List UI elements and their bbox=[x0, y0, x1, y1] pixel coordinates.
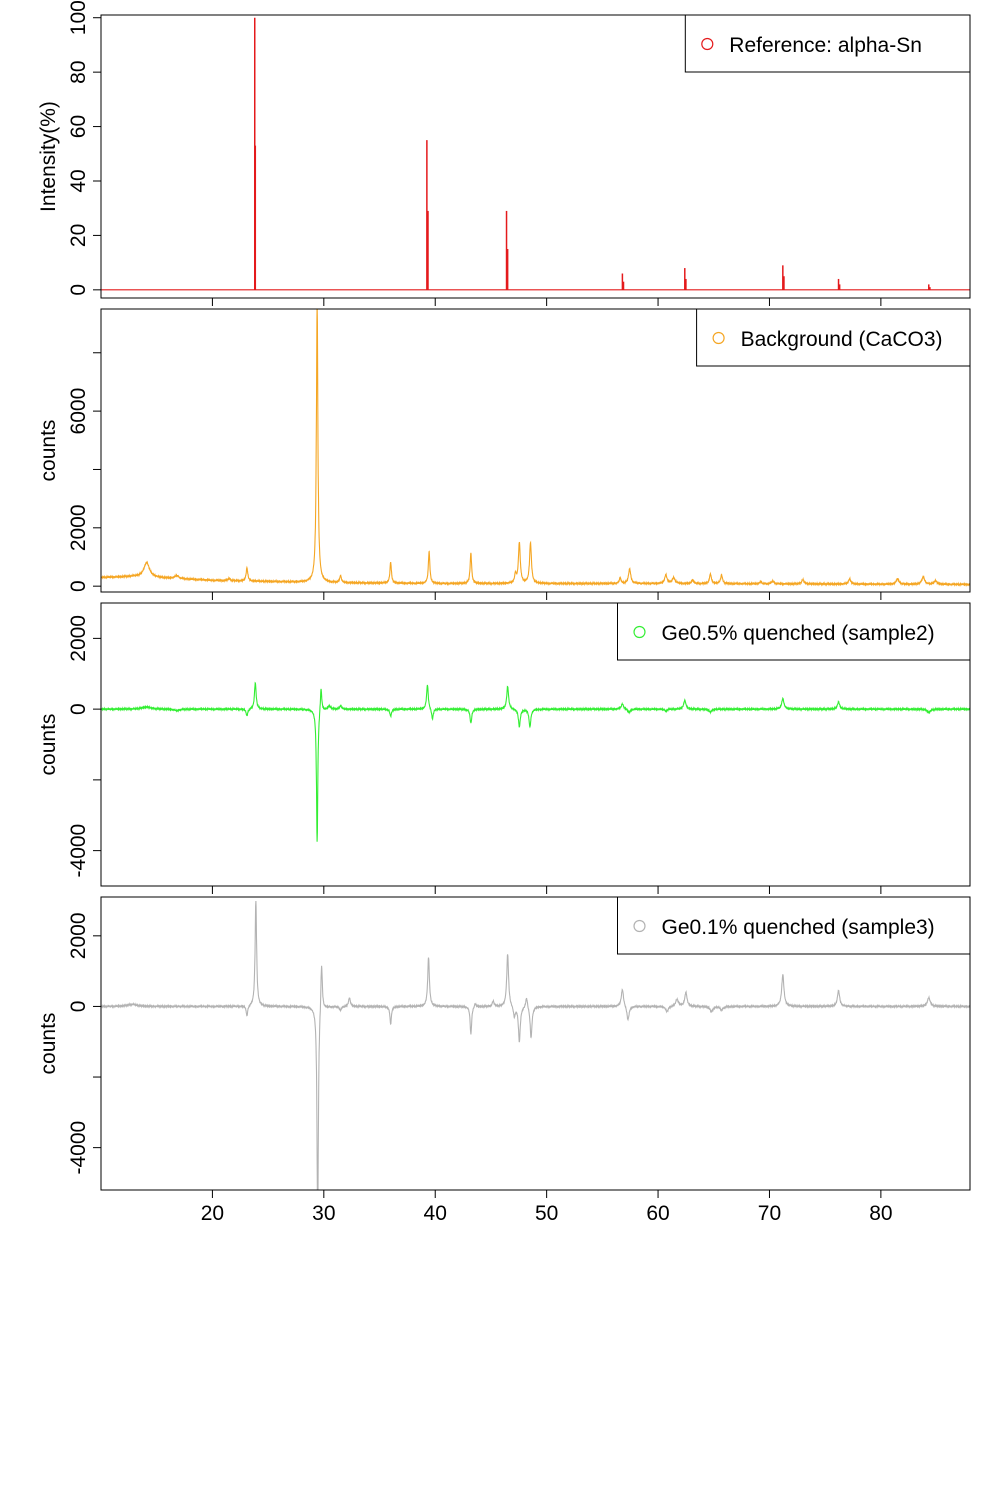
y-tick-label: 6000 bbox=[67, 388, 90, 435]
y-tick-label: 20 bbox=[67, 224, 90, 247]
legend-box bbox=[617, 602, 971, 661]
legend-box bbox=[696, 308, 971, 367]
panel-1: 0 20 40 60 80 100 Intensity(%) Reference: alpha… bbox=[37, 0, 971, 306]
panel-3: -4000 0 2000 counts Ge0.5% quenched (sample2… bbox=[37, 602, 971, 894]
plot-area bbox=[101, 900, 970, 1190]
x-tick-label: 30 bbox=[312, 1202, 335, 1225]
legend-marker bbox=[633, 625, 646, 639]
legend-marker bbox=[701, 37, 714, 51]
series-line bbox=[101, 309, 970, 587]
panel-2: 0 2000 6000 counts Background (CaCO3) bbox=[37, 308, 971, 600]
y-tick-label: 60 bbox=[67, 115, 90, 138]
x-tick-label: 20 bbox=[201, 1202, 224, 1225]
y-tick-label: 0 bbox=[67, 284, 90, 296]
panel-4: -4000 0 2000 20 30 40 50 60 70 80 counts Ge0.1% que… bbox=[37, 896, 971, 1225]
y-tick-label: 80 bbox=[67, 60, 90, 83]
plot-area bbox=[101, 309, 970, 587]
legend-label: Ge0.1% quenched (sample3) bbox=[662, 916, 935, 939]
y-tick-label: 2000 bbox=[67, 615, 90, 662]
x-tick-label: 40 bbox=[424, 1202, 447, 1225]
x-tick-label: 50 bbox=[535, 1202, 558, 1225]
series-line bbox=[101, 900, 970, 1190]
y-tick-label: 0 bbox=[67, 703, 90, 715]
x-tick-label: 70 bbox=[758, 1202, 781, 1225]
y-tick-label: -4000 bbox=[67, 1121, 90, 1175]
panel-frame bbox=[100, 14, 971, 299]
legend-label: Reference: alpha-Sn bbox=[729, 34, 922, 57]
y-axis-label: counts bbox=[37, 420, 60, 482]
panel-frame bbox=[100, 896, 971, 1191]
y-axis-label: Intensity(%) bbox=[37, 101, 60, 212]
legend-box bbox=[684, 14, 971, 73]
series-line bbox=[101, 681, 970, 842]
panel-frame bbox=[100, 308, 971, 593]
y-axis-label: counts bbox=[37, 714, 60, 776]
panel-frame bbox=[100, 602, 971, 887]
plot-area bbox=[101, 17, 970, 291]
legend-marker bbox=[633, 919, 646, 933]
legend-label: Ge0.5% quenched (sample2) bbox=[662, 622, 935, 645]
x-tick-label: 60 bbox=[646, 1202, 669, 1225]
y-tick-label: 2000 bbox=[67, 504, 90, 551]
y-tick-label: 0 bbox=[67, 1001, 90, 1013]
x-tick-label: 80 bbox=[869, 1202, 892, 1225]
y-tick-label: -4000 bbox=[67, 824, 90, 878]
y-tick-label: 40 bbox=[67, 169, 90, 192]
y-tick-label: 100 bbox=[67, 0, 90, 35]
y-tick-label: 2000 bbox=[67, 912, 90, 959]
legend-box bbox=[617, 896, 971, 955]
legend-label: Background (CaCO3) bbox=[741, 328, 943, 351]
legend-marker bbox=[712, 331, 725, 345]
y-axis-label: counts bbox=[37, 1013, 60, 1075]
plot-area bbox=[101, 681, 970, 842]
y-tick-label: 0 bbox=[67, 580, 90, 592]
